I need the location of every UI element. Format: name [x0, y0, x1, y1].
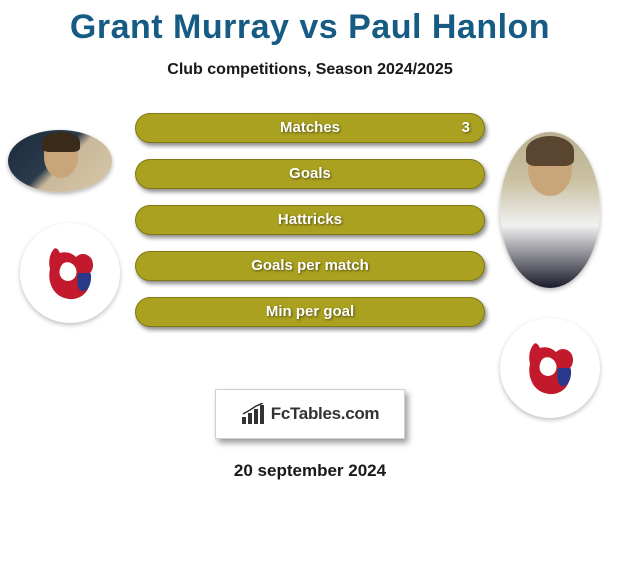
club-badge-left [20, 223, 120, 323]
bar-goals: Goals [135, 159, 485, 189]
chart-icon [241, 403, 267, 425]
date-line: 20 september 2024 [0, 461, 620, 481]
page-title: Grant Murray vs Paul Hanlon [0, 8, 620, 47]
lion-icon [44, 243, 96, 303]
bar-label: Min per goal [136, 303, 484, 320]
bar-value-right: 3 [462, 119, 470, 136]
brand-box[interactable]: FcTables.com [215, 389, 405, 439]
bar-label: Goals [136, 165, 484, 182]
bar-matches: Matches 3 [135, 113, 485, 143]
club-badge-right [500, 318, 600, 418]
bar-hattricks: Hattricks [135, 205, 485, 235]
player-photo-left [8, 130, 112, 192]
bar-label: Hattricks [136, 211, 484, 228]
lion-icon [524, 338, 576, 398]
bar-min-per-goal: Min per goal [135, 297, 485, 327]
bar-label: Goals per match [136, 257, 484, 274]
brand-text: FcTables.com [271, 404, 380, 424]
player-photo-right [500, 132, 600, 288]
bar-label: Matches [136, 119, 484, 136]
subtitle: Club competitions, Season 2024/2025 [0, 61, 620, 79]
bar-goals-per-match: Goals per match [135, 251, 485, 281]
